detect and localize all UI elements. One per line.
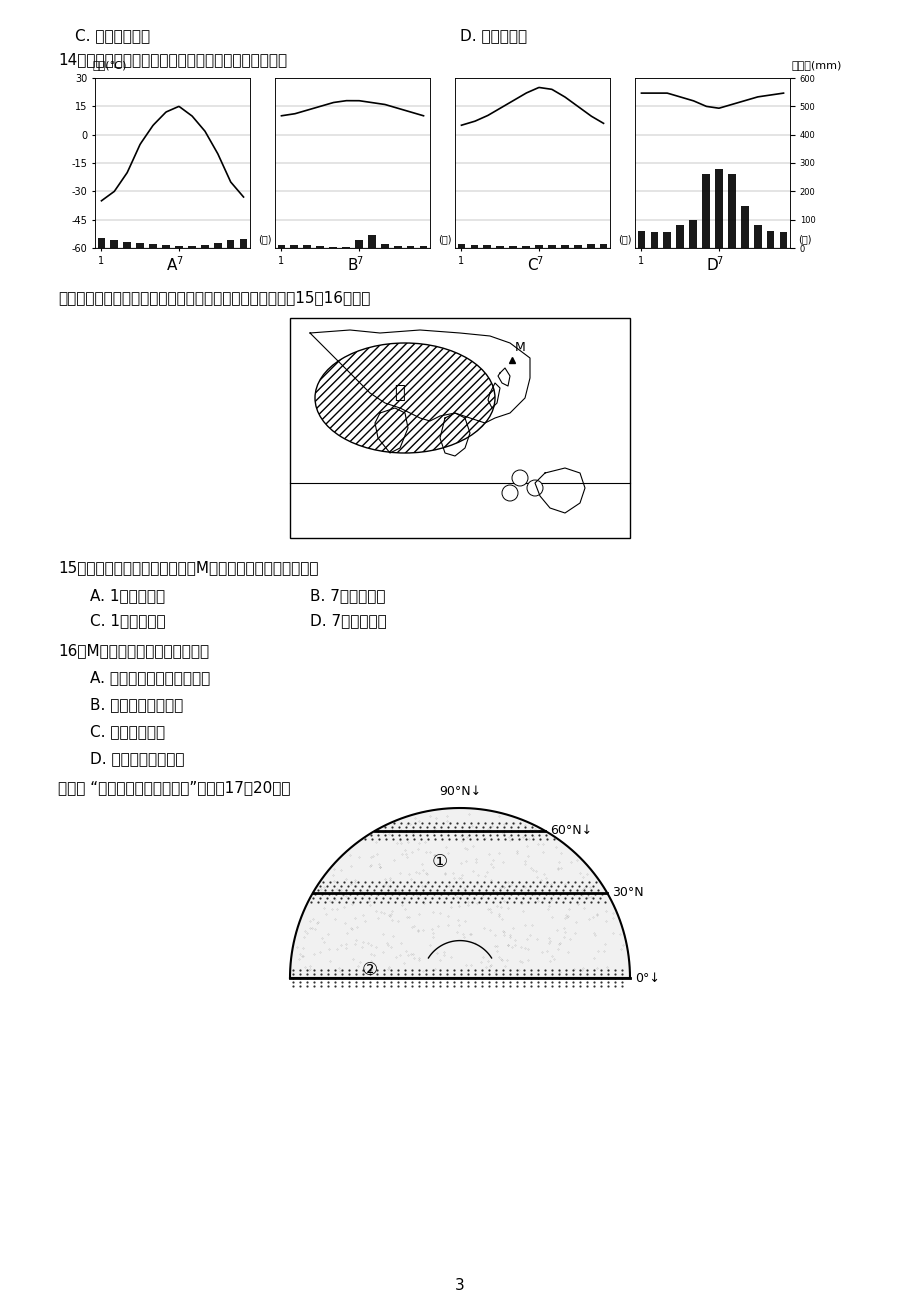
Bar xyxy=(213,243,221,247)
Text: D: D xyxy=(706,259,718,273)
Circle shape xyxy=(527,480,542,496)
Bar xyxy=(303,245,311,247)
Text: 60°N↓: 60°N↓ xyxy=(550,824,592,837)
Text: 16、M地季风形成的根本原因是：: 16、M地季风形成的根本原因是： xyxy=(58,643,209,658)
Bar xyxy=(226,240,234,247)
Text: A. 1月、西北风: A. 1月、西北风 xyxy=(90,589,165,603)
Bar xyxy=(650,233,657,247)
Bar xyxy=(778,233,787,247)
Bar xyxy=(701,174,709,247)
Text: 30°N: 30°N xyxy=(611,887,643,900)
Text: A. 气压带、风带的季节移动: A. 气压带、风带的季节移动 xyxy=(90,671,210,685)
Text: D. 受太阳直射: D. 受太阳直射 xyxy=(460,29,527,43)
Text: M: M xyxy=(515,341,525,354)
Bar xyxy=(766,230,774,247)
Text: D. 7月、东南风: D. 7月、东南风 xyxy=(310,613,386,628)
Text: ②: ② xyxy=(361,961,378,979)
Bar xyxy=(470,245,478,247)
Text: B. 海陆热力性质差异: B. 海陆热力性质差异 xyxy=(90,697,183,712)
Text: C: C xyxy=(527,259,538,273)
Bar xyxy=(406,246,414,247)
Bar xyxy=(329,246,336,247)
Text: ①: ① xyxy=(431,853,448,871)
Ellipse shape xyxy=(314,342,494,453)
Bar xyxy=(110,240,119,247)
Bar xyxy=(393,246,402,247)
Bar xyxy=(162,245,170,247)
Bar xyxy=(175,246,183,247)
Text: 15、有关该图表示的时间，以及M点的风向，说法正确的是：: 15、有关该图表示的时间，以及M点的风向，说法正确的是： xyxy=(58,560,318,575)
Bar xyxy=(457,243,465,247)
Bar xyxy=(368,236,375,247)
Bar xyxy=(548,246,555,247)
Text: B. 7月、西北风: B. 7月、西北风 xyxy=(310,589,385,603)
Bar xyxy=(688,220,697,247)
Text: (月): (月) xyxy=(617,234,630,245)
Bar xyxy=(482,245,491,247)
Text: 读下图 “气压带风带分布示意图”，回等17～20题。: 读下图 “气压带风带分布示意图”，回等17～20题。 xyxy=(58,780,290,796)
Bar xyxy=(753,225,761,247)
Text: (月): (月) xyxy=(257,234,271,245)
Text: 高: 高 xyxy=(394,384,405,402)
Bar xyxy=(509,246,516,247)
Bar xyxy=(136,243,144,247)
Bar xyxy=(289,318,630,538)
Text: 90°N↓: 90°N↓ xyxy=(438,785,481,798)
Bar xyxy=(535,246,542,247)
Text: 14、甲地位于大陆西岸，下图中表示甲地气候特征的是: 14、甲地位于大陆西岸，下图中表示甲地气候特征的是 xyxy=(58,52,287,66)
Text: C. 1月、东南风: C. 1月、东南风 xyxy=(90,613,165,628)
Bar xyxy=(278,245,285,247)
Text: 气温(℃): 气温(℃) xyxy=(93,60,128,70)
Bar xyxy=(342,246,349,247)
Bar xyxy=(573,245,581,247)
Text: D. 沿海水流动的影响: D. 沿海水流动的影响 xyxy=(90,751,185,766)
Bar xyxy=(200,245,209,247)
Bar xyxy=(355,240,362,247)
Bar xyxy=(149,243,157,247)
Bar xyxy=(740,206,748,247)
Text: 降水量(mm): 降水量(mm) xyxy=(791,60,842,70)
Text: (月): (月) xyxy=(437,234,450,245)
Bar xyxy=(663,233,671,247)
Text: B: B xyxy=(346,259,357,273)
Text: 0°↓: 0°↓ xyxy=(634,971,659,984)
Bar xyxy=(522,246,529,247)
Bar xyxy=(727,174,735,247)
Bar xyxy=(675,225,684,247)
Text: 下图为亚洲东部和南部某月气压与风向的示意图，读图回等15～16小题。: 下图为亚洲东部和南部某月气压与风向的示意图，读图回等15～16小题。 xyxy=(58,290,370,305)
Polygon shape xyxy=(289,809,630,978)
Circle shape xyxy=(512,470,528,486)
Text: C. 气候炎热干燥: C. 气候炎热干燥 xyxy=(75,29,150,43)
Bar xyxy=(586,243,594,247)
Bar xyxy=(187,246,196,247)
Bar xyxy=(714,169,722,247)
Text: A: A xyxy=(167,259,177,273)
Bar xyxy=(380,243,388,247)
Text: 3: 3 xyxy=(455,1279,464,1293)
Bar xyxy=(316,246,323,247)
Circle shape xyxy=(502,486,517,501)
Bar xyxy=(419,246,427,247)
Bar xyxy=(561,245,568,247)
Bar xyxy=(123,242,131,247)
Text: (月): (月) xyxy=(797,234,811,245)
Bar xyxy=(637,230,644,247)
Bar xyxy=(290,245,298,247)
Bar xyxy=(599,243,607,247)
Bar xyxy=(495,246,504,247)
Text: C. 受地形的影响: C. 受地形的影响 xyxy=(90,724,165,740)
Bar xyxy=(240,240,247,247)
Bar xyxy=(97,238,105,247)
